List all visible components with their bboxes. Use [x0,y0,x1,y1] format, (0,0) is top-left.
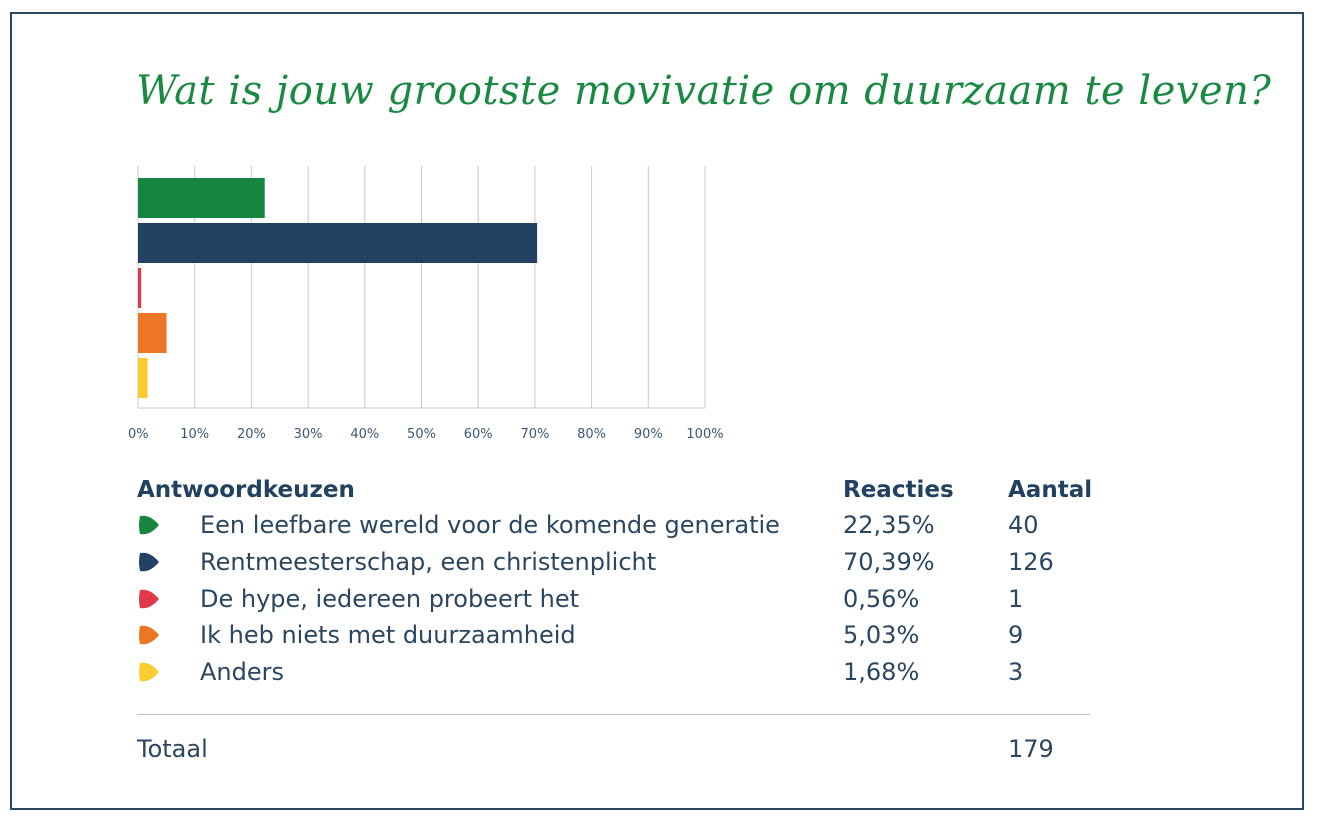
row-label: Ik heb niets met duurzaamheid [200,621,576,649]
row-count: 3 [1008,658,1024,686]
row-pct: 70,39% [843,548,935,576]
row-pct: 5,03% [843,621,920,649]
row-count: 9 [1008,621,1024,649]
bullet-icon [139,625,159,645]
x-tick-label: 10% [180,427,209,442]
total-divider [137,714,1090,715]
bar [138,223,538,263]
row-count: 40 [1008,511,1039,539]
bar [138,358,148,398]
x-tick-label: 20% [237,427,266,442]
x-tick-label: 90% [634,427,663,442]
bullet-icon [139,515,159,535]
row-pct: 22,35% [843,511,935,539]
total-count: 179 [1008,735,1054,763]
bar [138,313,167,353]
bar [138,178,265,218]
header-count: Aantal [1008,477,1093,503]
x-tick-label: 50% [407,427,436,442]
x-tick-label: 40% [350,427,379,442]
x-tick-label: 70% [520,427,549,442]
row-count: 126 [1008,548,1054,576]
card-frame [10,12,1304,810]
row-label: Een leefbare wereld voor de komende gene… [200,511,780,539]
x-tick-label: 80% [577,427,606,442]
chart-title: Wat is jouw grootste movivatie om duurza… [136,68,1272,114]
bullet-icon [139,589,159,609]
bar [138,268,142,308]
header-responses: Reacties [843,477,954,503]
x-tick-label: 30% [294,427,323,442]
bullet-icon [139,552,159,572]
x-tick-label: 0% [128,427,149,442]
header-choice: Antwoordkeuzen [137,477,355,503]
row-pct: 0,56% [843,585,920,613]
x-tick-label: 100% [686,427,723,442]
x-tick-label: 60% [464,427,493,442]
row-label: Anders [200,658,284,686]
row-pct: 1,68% [843,658,920,686]
total-label: Totaal [137,735,208,763]
row-label: Rentmeesterschap, een christenplicht [200,548,657,576]
row-label: De hype, iedereen probeert het [200,585,580,613]
bullet-icon [139,662,159,682]
row-count: 1 [1008,585,1024,613]
